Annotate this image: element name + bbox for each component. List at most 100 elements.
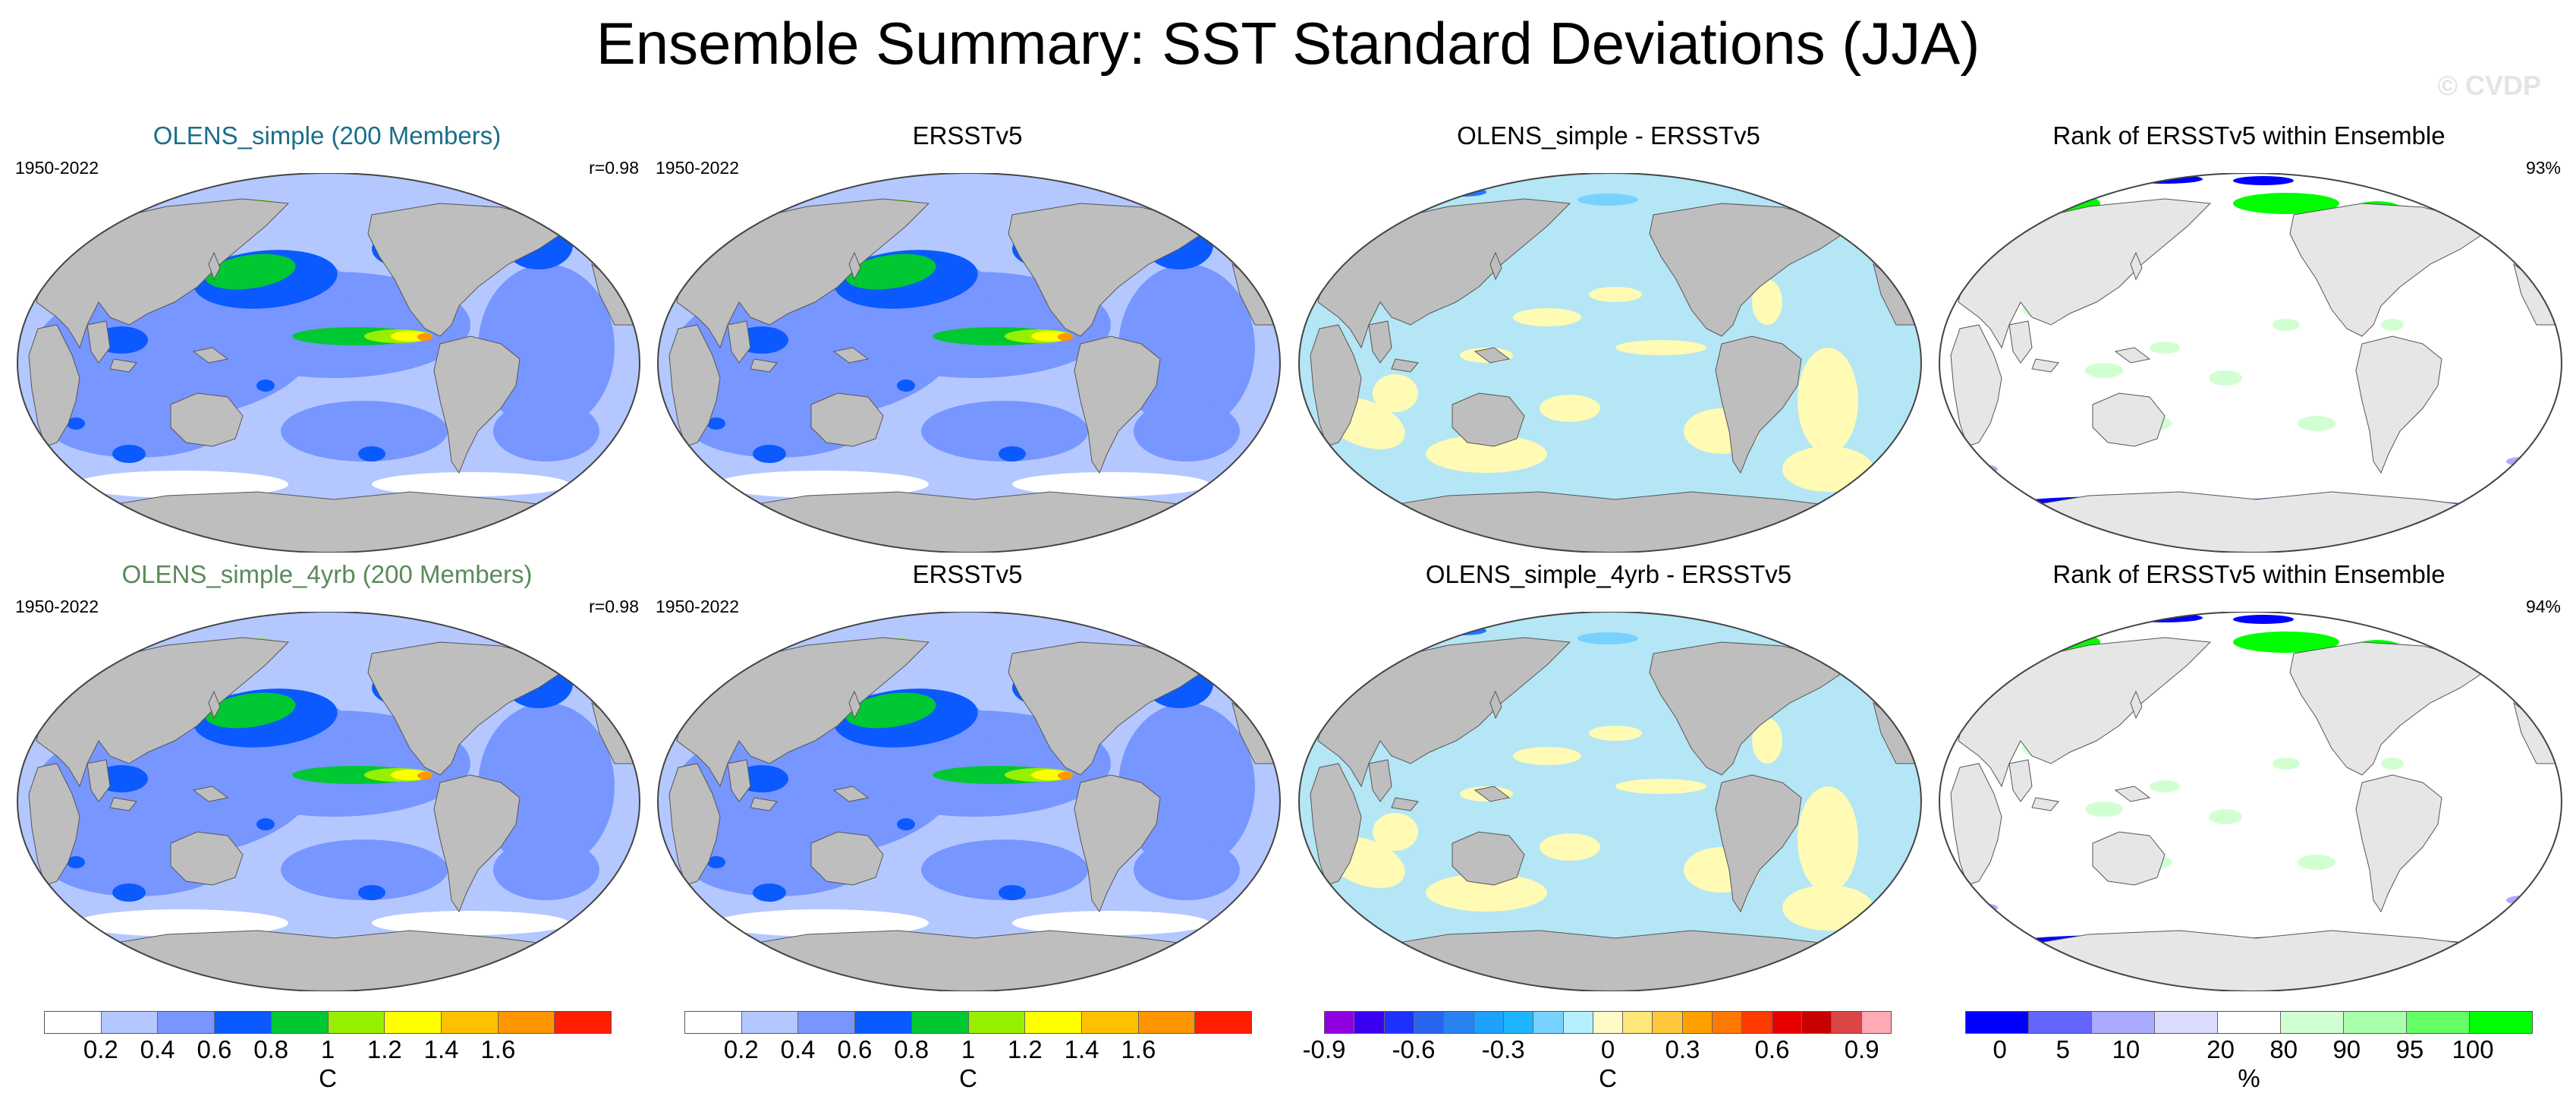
panel-period-label: 1950-2022 (656, 597, 739, 616)
colorbar-unit: C (319, 1064, 337, 1092)
colorbar-swatch (1861, 1012, 1891, 1033)
figure-title: Ensemble Summary: SST Standard Deviation… (596, 10, 1980, 77)
colorbar-tick-label: 100 (2452, 1035, 2494, 1063)
colorbar-swatch (1682, 1012, 1713, 1033)
colorbar-swatch (911, 1012, 969, 1033)
colorbar-swatch (215, 1012, 272, 1033)
colorbar-tick-label: 0 (1600, 1035, 1615, 1063)
colorbar-tick-label: 1.2 (366, 1035, 402, 1063)
colorbar-tick-label: 1.4 (423, 1035, 459, 1063)
colorbar-swatch (2029, 1012, 2092, 1033)
colorbar-swatch (101, 1012, 159, 1033)
colorbar-tick-label: 0.8 (894, 1035, 929, 1063)
colorbar-swatch (441, 1012, 499, 1033)
colorbar-swatch (968, 1012, 1026, 1033)
rank-map (1938, 173, 2563, 553)
panel-period-label: 1950-2022 (15, 158, 99, 178)
stddev-map (16, 173, 641, 553)
colorbar-swatch (2218, 1012, 2281, 1033)
colorbar-swatch (1025, 1012, 1082, 1033)
map-outline (16, 612, 641, 991)
panel-period-label: 1950-2022 (15, 597, 99, 616)
colorbar-swatches (1324, 1011, 1892, 1034)
colorbar-unit: % (2238, 1064, 2260, 1092)
colorbar-tick-label: -0.9 (1302, 1035, 1346, 1063)
panel-stat-label: 93% (2525, 158, 2561, 178)
colorbar-swatch (271, 1012, 329, 1033)
colorbar-unit: C (959, 1064, 977, 1092)
colorbar-tick-label: 0.3 (1665, 1035, 1700, 1063)
panel-title: Rank of ERSSTv5 within Ensemble (2052, 560, 2445, 588)
map-panel: ERSSTv5 1950-2022 (653, 560, 1282, 1000)
colorbar-tick-label: 1.4 (1064, 1035, 1099, 1063)
colorbar-tick-label: -0.3 (1481, 1035, 1525, 1063)
colorbar-tick-label: 1.2 (1007, 1035, 1043, 1063)
colorbar-tick-label: 1 (320, 1035, 335, 1063)
colorbar-swatch (741, 1012, 799, 1033)
map-outline (1938, 173, 2563, 553)
colorbar-swatches (1965, 1011, 2533, 1034)
colorbar-tick-label: 1 (961, 1035, 976, 1063)
colorbar: 0.2 0.4 0.6 0.8 1 1.2 1.4 1.6 C (684, 1011, 1252, 1095)
panel-title: ERSSTv5 (912, 121, 1023, 150)
colorbar-swatch (1195, 1012, 1252, 1033)
colorbar: -0.9 -0.6 -0.3 0 0.3 0.6 0.9 C (1303, 1011, 1892, 1095)
colorbar-swatch (1593, 1012, 1624, 1033)
colorbar-swatch (1384, 1012, 1414, 1033)
colorbar-swatch (158, 1012, 215, 1033)
colorbar-swatches (684, 1011, 1252, 1034)
colorbar-swatch (1444, 1012, 1474, 1033)
colorbar-swatch (1533, 1012, 1564, 1033)
diff-map (1297, 612, 1923, 991)
stddev-map (656, 173, 1282, 553)
colorbar: 0.2 0.4 0.6 0.8 1 1.2 1.4 1.6 C (44, 1011, 612, 1095)
colorbar-tick-label: 0.4 (140, 1035, 175, 1063)
colorbar-tick-label: -0.6 (1392, 1035, 1436, 1063)
colorbar-swatch (1563, 1012, 1593, 1033)
colorbar-swatch (1503, 1012, 1534, 1033)
colorbar-tick-label: 1.6 (480, 1035, 516, 1063)
panel-stat-label: r=0.98 (589, 597, 639, 616)
map-panel: OLENS_simple_4yrb (200 Members) 1950-2022… (12, 560, 642, 1000)
colorbar-tick-label: 5 (2055, 1035, 2070, 1063)
colorbar-swatch (1742, 1012, 1772, 1033)
panel-title: ERSSTv5 (912, 560, 1023, 588)
colorbar-swatch (1081, 1012, 1139, 1033)
colorbar-swatch (2281, 1012, 2344, 1033)
colorbar-swatch (1414, 1012, 1445, 1033)
colorbar-swatch (1138, 1012, 1196, 1033)
rank-map (1938, 612, 2563, 991)
colorbar-tick-label: 0.2 (723, 1035, 759, 1063)
panel-title: Rank of ERSSTv5 within Ensemble (2052, 121, 2445, 150)
colorbar-tick-label: 80 (2269, 1035, 2298, 1063)
map-outline (1297, 612, 1923, 991)
colorbar-swatch (498, 1012, 555, 1033)
map-outline (656, 173, 1282, 553)
colorbar-swatch (555, 1012, 612, 1033)
map-panel: Rank of ERSSTv5 within Ensemble 93% (1934, 121, 2564, 562)
colorbar-swatch (2155, 1012, 2218, 1033)
colorbar-tick-label: 0.6 (837, 1035, 873, 1063)
colorbar-tick-label: 10 (2112, 1035, 2140, 1063)
colorbar-swatch (45, 1012, 102, 1033)
colorbar-swatch (328, 1012, 385, 1033)
colorbar-swatch (2470, 1012, 2532, 1033)
map-outline (1938, 612, 2563, 991)
colorbar-swatch (2407, 1012, 2470, 1033)
colorbar-swatch (1802, 1012, 1832, 1033)
diff-map (1297, 173, 1923, 553)
map-panel: OLENS_simple (200 Members) 1950-2022 r=0.9… (12, 121, 642, 562)
colorbar-swatch (855, 1012, 912, 1033)
colorbar-swatch (1474, 1012, 1504, 1033)
panel-stat-label: 94% (2525, 597, 2561, 616)
colorbar-swatch (1325, 1012, 1355, 1033)
colorbar-tick-label: 1.6 (1121, 1035, 1156, 1063)
map-panel: OLENS_simple_4yrb - ERSSTv5 (1294, 560, 1923, 1000)
colorbar-swatches (44, 1011, 612, 1034)
panel-title: OLENS_simple (200 Members) (153, 121, 502, 150)
map-outline (16, 173, 641, 553)
colorbar-tick-label: 0.4 (780, 1035, 816, 1063)
panel-period-label: 1950-2022 (656, 158, 739, 178)
panel-title: OLENS_simple_4yrb (200 Members) (121, 560, 533, 588)
panel-title: OLENS_simple_4yrb - ERSSTv5 (1425, 560, 1792, 588)
